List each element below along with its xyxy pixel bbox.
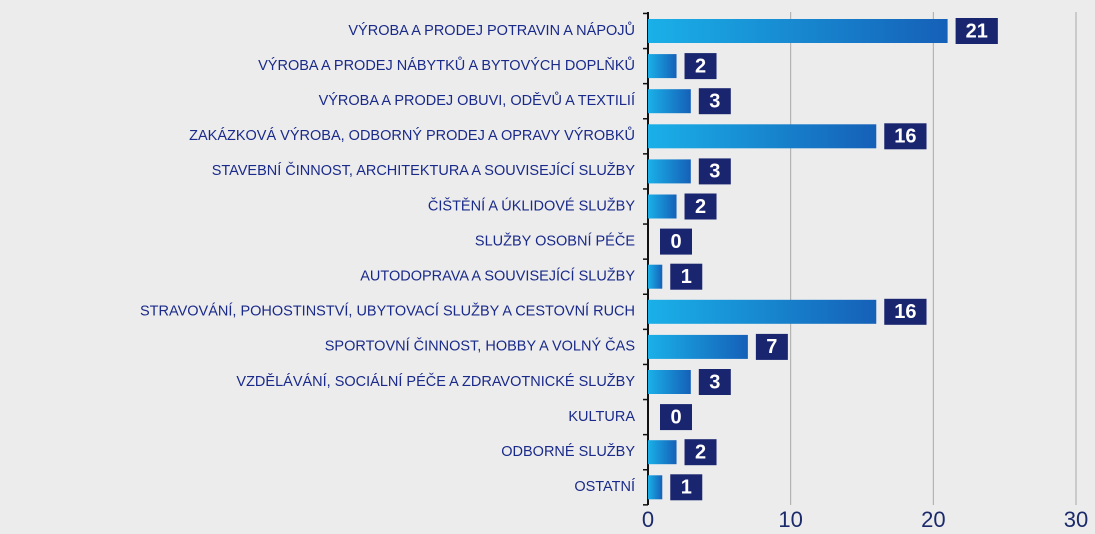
y-tick-label: VZDĚLÁVÁNÍ, SOCIÁLNÍ PÉČE A ZDRAVOTNICKÉ… bbox=[236, 373, 635, 390]
y-tick-label: AUTODOPRAVA A SOUVISEJÍCÍ SLUŽBY bbox=[360, 268, 635, 285]
bar bbox=[648, 159, 691, 184]
value-label: 0 bbox=[670, 406, 681, 428]
y-tick-label: VÝROBA A PRODEJ POTRAVIN A NÁPOJŮ bbox=[348, 21, 635, 39]
bar bbox=[648, 334, 748, 359]
value-label-box bbox=[755, 333, 788, 360]
value-label-box bbox=[955, 18, 998, 44]
value-label-box bbox=[660, 404, 692, 431]
value-label-box bbox=[670, 263, 703, 290]
value-label: 1 bbox=[681, 477, 692, 499]
value-label: 1 bbox=[681, 266, 692, 288]
bar bbox=[648, 370, 691, 394]
bar bbox=[648, 54, 677, 79]
bar bbox=[648, 475, 663, 500]
bar bbox=[648, 19, 948, 43]
value-label-box bbox=[884, 123, 927, 150]
value-label: 0 bbox=[670, 231, 681, 253]
y-tick-label: ZAKÁZKOVÁ VÝROBA, ODBORNÝ PRODEJ A OPRAV… bbox=[189, 126, 635, 144]
y-tick-label: KULTURA bbox=[568, 409, 635, 425]
value-label-box bbox=[670, 474, 703, 501]
y-tick-label: SLUŽBY OSOBNÍ PÉČE bbox=[475, 232, 635, 249]
value-label: 2 bbox=[695, 55, 706, 77]
x-tick-label: 0 bbox=[642, 507, 654, 532]
value-label-box bbox=[684, 439, 717, 466]
value-label: 21 bbox=[966, 20, 988, 42]
value-label: 16 bbox=[894, 301, 916, 323]
value-label: 3 bbox=[709, 371, 720, 393]
bar bbox=[648, 194, 677, 219]
value-label-box bbox=[698, 158, 731, 185]
x-tick-label: 20 bbox=[921, 507, 945, 532]
y-tick-label: SPORTOVNÍ ČINNOST, HOBBY A VOLNÝ ČAS bbox=[325, 338, 635, 355]
bar bbox=[648, 89, 691, 114]
bar bbox=[648, 264, 663, 289]
value-label: 2 bbox=[695, 196, 706, 218]
value-label: 16 bbox=[894, 126, 916, 148]
bar bbox=[648, 440, 677, 465]
value-label-box bbox=[698, 369, 731, 395]
y-tick-label: STRAVOVÁNÍ, POHOSTINSTVÍ, UBYTOVACÍ SLUŽ… bbox=[140, 303, 635, 320]
y-tick-label: VÝROBA A PRODEJ OBUVI, ODĚVŮ A TEXTILIÍ bbox=[319, 91, 635, 109]
bar bbox=[648, 299, 877, 324]
y-tick-label: ODBORNÉ SLUŽBY bbox=[501, 443, 635, 460]
y-tick-label: OSTATNÍ bbox=[574, 478, 635, 495]
y-tick-label: ČIŠTĚNÍ A ÚKLIDOVÉ SLUŽBY bbox=[428, 197, 635, 214]
value-label-box bbox=[698, 88, 731, 115]
bar bbox=[648, 124, 877, 149]
value-label: 3 bbox=[709, 161, 720, 183]
value-label-box bbox=[884, 298, 927, 325]
value-label-box bbox=[660, 228, 692, 255]
y-tick-label: VÝROBA A PRODEJ NÁBYTKŮ A BYTOVÝCH DOPLŇ… bbox=[258, 56, 635, 74]
value-label: 7 bbox=[766, 336, 777, 358]
y-tick-label: STAVEBNÍ ČINNOST, ARCHITEKTURA A SOUVISE… bbox=[212, 162, 636, 179]
x-tick-label: 10 bbox=[778, 507, 802, 532]
x-tick-label: 30 bbox=[1064, 507, 1088, 532]
value-label-box bbox=[684, 193, 717, 220]
value-label: 3 bbox=[709, 90, 720, 112]
value-label: 2 bbox=[695, 441, 706, 463]
value-label-box bbox=[684, 53, 717, 80]
